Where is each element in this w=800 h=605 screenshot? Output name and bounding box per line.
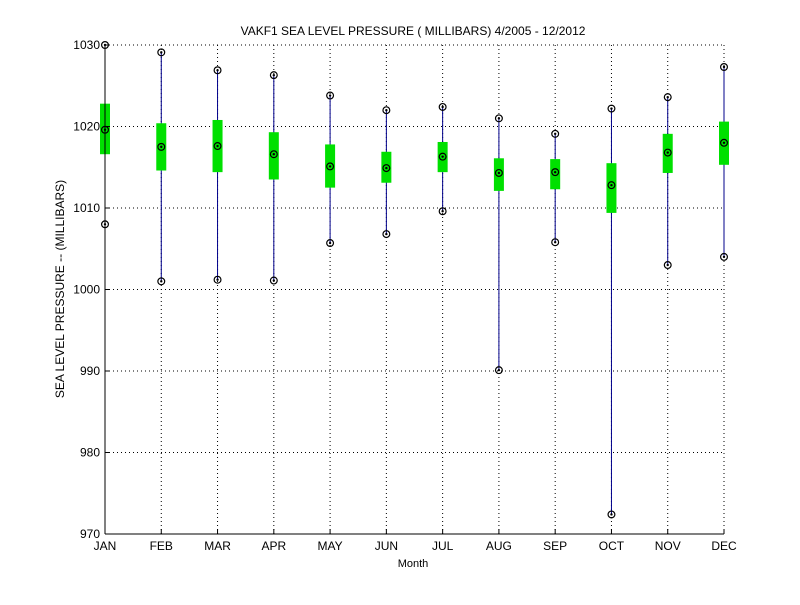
marker-min-ring [269,276,278,285]
marker-mean-ring [719,138,728,147]
x-tick-label: APR [261,539,286,553]
marker-max-ring [719,63,728,72]
marker-min-ring [326,239,335,248]
marker-min-dot [553,241,557,244]
marker-min-ring [213,275,222,284]
marker-max-ring [213,66,222,75]
marker-max-dot [216,69,219,72]
axes [104,44,725,535]
y-axis-title: SEA LEVEL PRESSURE -- (MILLIBARS) [53,180,67,398]
x-tick-label: OCT [599,539,625,553]
marker-mean-dot [497,171,501,175]
marker-max-ring [382,106,391,115]
marker-min-dot [666,263,669,267]
y-tick-label: 1030 [73,38,100,52]
x-tick-label: NOV [655,539,681,553]
marker-max-dot [497,117,501,120]
x-tick-label: FEB [150,539,173,553]
tick-labels: 970 980 990 1000 1010 1020 1030 JAN FEB MAR APR MAY… [73,38,737,553]
marker-min-ring [663,261,672,270]
x-tick-label: JAN [94,539,117,553]
marker-max-dot [272,73,276,77]
y-tick-label: 980 [80,446,100,460]
marker-max-ring [663,93,672,102]
marker-mean-ring [269,150,278,159]
marker-mean-dot [553,170,557,174]
marker-max-ring [438,102,447,111]
y-tick-label: 990 [80,364,100,378]
box-range [268,132,279,180]
marker-mean-dot [666,151,669,154]
marker-mean-ring [494,168,503,177]
marker-max-dot [441,105,444,109]
marker-max-dot [610,107,613,110]
y-tick-label: 970 [80,527,100,541]
marker-min-ring [438,207,447,216]
y-tick-label: 1020 [73,120,100,134]
marker-min-dot [328,241,332,245]
marker-mean-dot [441,155,444,158]
x-tick-label: AUG [486,539,512,553]
marker-mean-ring [663,148,672,157]
marker-min-dot [160,280,163,283]
marker-mean-dot [385,166,388,170]
y-tick-label: 1010 [73,201,100,215]
marker-max-dot [666,95,669,99]
x-tick-label: JUL [432,539,454,553]
marker-min-dot [385,232,388,236]
marker-mean-dot [610,183,613,187]
marker-mean-ring [607,181,616,190]
x-tick-label: MAR [204,539,231,553]
marker-min-ring [382,230,391,239]
marker-min-ring [719,252,728,261]
marker-mean-dot [272,153,276,156]
marker-mean-dot [160,145,163,149]
x-tick-label: SEP [543,539,567,553]
box-range [493,158,504,191]
x-axis-title: Month [398,558,429,570]
marker-min-dot [497,368,501,372]
marker-min-dot [272,279,276,282]
marker-mean-ring [157,142,166,151]
x-tick-label: JUN [375,539,398,553]
marker-min-dot [610,513,613,516]
marker-max-ring [269,71,278,80]
marker-max-dot [722,65,726,69]
marker-max-ring [551,129,560,138]
marker-min-ring [494,366,503,375]
marker-min-ring [607,510,616,519]
x-tick-label: DEC [711,539,737,553]
marker-mean-dot [328,165,332,168]
marker-mean-ring [551,168,560,177]
marker-min-dot [722,255,726,259]
marker-min-dot [441,210,444,213]
marker-max-ring [157,48,166,57]
x-tick-label: MAY [318,539,343,553]
marker-mean-ring [438,152,447,161]
chart-title: VAKF1 SEA LEVEL PRESSURE ( MILLIBARS) 4/… [241,24,586,38]
marker-max-dot [553,132,557,136]
marker-min-dot [216,278,219,281]
marker-mean-ring [213,142,222,151]
marker-max-dot [385,109,388,112]
marker-max-dot [160,51,163,54]
marker-mean-ring [326,162,335,171]
box-range [550,159,561,190]
marker-max-ring [494,114,503,123]
marker-max-ring [607,104,616,113]
marker-mean-dot [216,144,219,148]
marker-min-ring [551,238,560,247]
y-tick-label: 1000 [73,283,100,297]
marker-min-ring [157,277,166,286]
marker-max-dot [328,94,332,97]
marker-max-ring [326,91,335,100]
marker-mean-dot [722,141,726,144]
marker-mean-ring [382,164,391,173]
